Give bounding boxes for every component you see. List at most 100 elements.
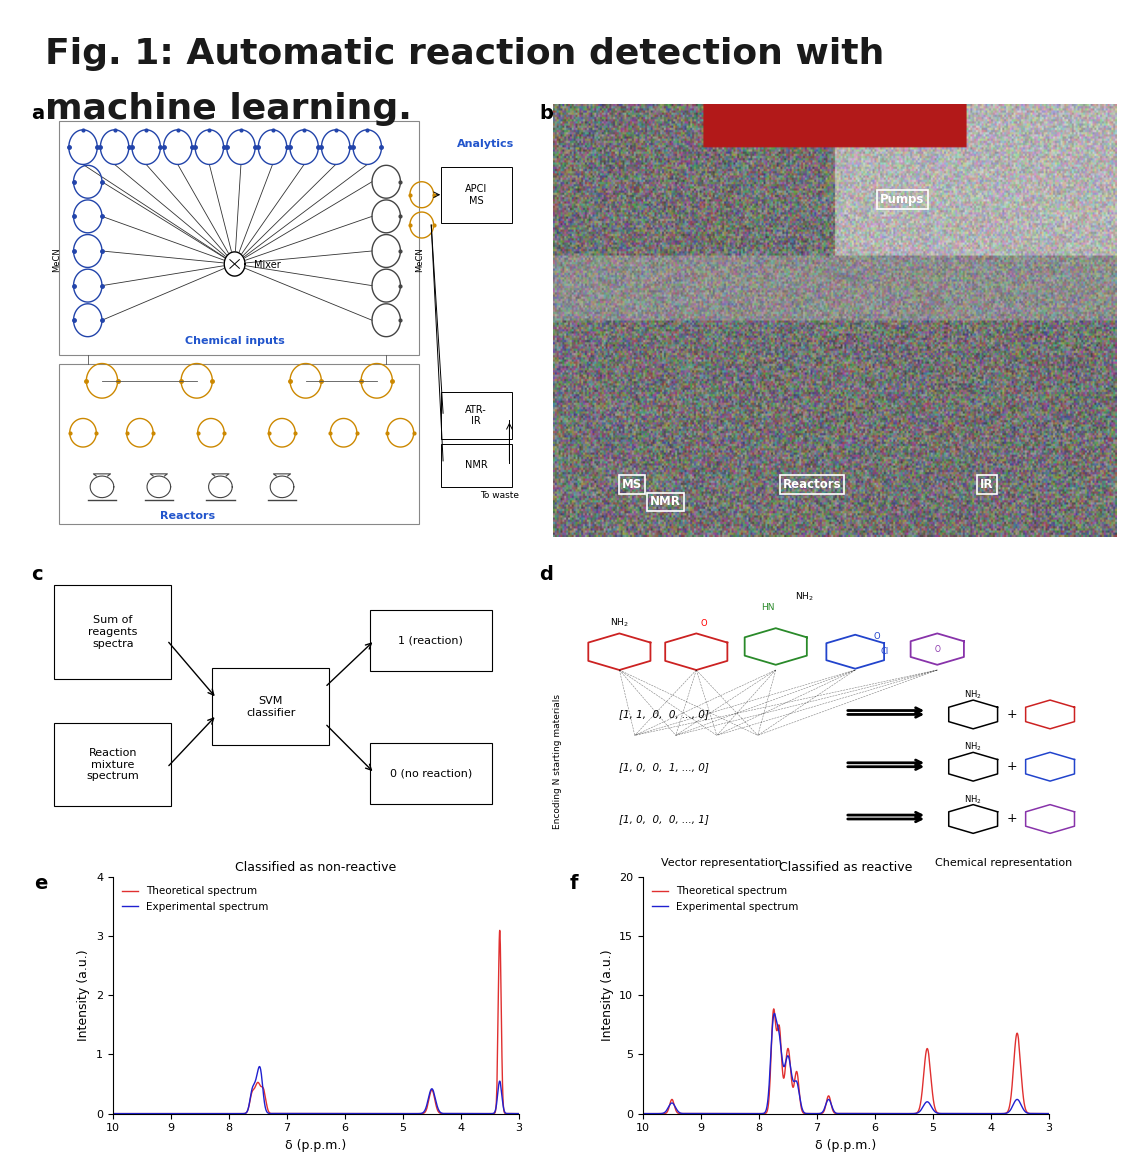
Text: Mixer: Mixer (254, 261, 281, 270)
Line: Theoretical spectrum: Theoretical spectrum (643, 1009, 1049, 1114)
FancyBboxPatch shape (441, 391, 512, 440)
Line: Theoretical spectrum: Theoretical spectrum (113, 930, 519, 1114)
Theoretical spectrum (644, 1107, 658, 1121)
Experimental spectrum (644, 1107, 658, 1121)
Experimental spectrum (1042, 1107, 1056, 1121)
FancyBboxPatch shape (370, 743, 492, 803)
Text: IR: IR (980, 478, 994, 492)
Experimental spectrum (512, 1107, 526, 1121)
Legend: Theoretical spectrum, Experimental spectrum: Theoretical spectrum, Experimental spect… (118, 883, 273, 916)
Text: Cl: Cl (881, 647, 889, 657)
X-axis label: δ (p.p.m.): δ (p.p.m.) (285, 1139, 346, 1152)
Text: +: + (1006, 707, 1017, 721)
FancyBboxPatch shape (441, 443, 512, 487)
Text: Sum of
reagents
spectra: Sum of reagents spectra (88, 615, 138, 649)
Text: Reactors: Reactors (160, 511, 214, 522)
Text: Encoding N starting materials: Encoding N starting materials (554, 694, 563, 829)
Text: e: e (34, 874, 47, 892)
Experimental spectrum (721, 1107, 734, 1121)
Text: O: O (873, 631, 880, 640)
FancyBboxPatch shape (60, 364, 420, 524)
Text: O: O (700, 619, 707, 628)
Text: NMR: NMR (465, 460, 487, 470)
Text: Reactors: Reactors (783, 478, 841, 492)
Text: [1, 1,  0,  0, ..., 0]: [1, 1, 0, 0, ..., 0] (619, 710, 710, 719)
X-axis label: δ (p.p.m.): δ (p.p.m.) (816, 1139, 876, 1152)
Theoretical spectrum (139, 1107, 152, 1121)
Text: a: a (32, 104, 45, 122)
FancyBboxPatch shape (212, 668, 329, 745)
Experimental spectrum (869, 1107, 882, 1121)
FancyBboxPatch shape (60, 121, 420, 355)
Theoretical spectrum (338, 1107, 352, 1121)
Text: Chemical inputs: Chemical inputs (185, 336, 284, 346)
FancyBboxPatch shape (370, 609, 492, 670)
Theoretical spectrum (512, 1107, 526, 1121)
Experimental spectrum (887, 1107, 900, 1121)
Experimental spectrum (114, 1107, 127, 1121)
Text: NH$_2$: NH$_2$ (964, 741, 982, 754)
Theoretical spectrum (356, 1107, 370, 1121)
Text: Reaction
mixture
spectrum: Reaction mixture spectrum (87, 748, 139, 781)
Experimental spectrum (768, 1006, 782, 1020)
Text: f: f (570, 874, 579, 892)
Text: Pumps: Pumps (880, 193, 925, 205)
Experimental spectrum (442, 1107, 456, 1121)
Text: d: d (539, 565, 553, 584)
Experimental spectrum (996, 1107, 1010, 1121)
Experimental spectrum (338, 1107, 352, 1121)
Text: +: + (1006, 812, 1017, 825)
Theoretical spectrum (1042, 1107, 1056, 1121)
Text: NH$_2$: NH$_2$ (610, 616, 628, 629)
Text: To waste: To waste (481, 490, 519, 500)
Theoretical spectrum (716, 1107, 730, 1121)
Text: Chemical representation: Chemical representation (935, 859, 1073, 868)
FancyBboxPatch shape (441, 166, 512, 223)
FancyBboxPatch shape (54, 585, 171, 679)
Theoretical spectrum (972, 1107, 986, 1121)
Text: HN: HN (761, 602, 775, 612)
Text: SVM
classifier: SVM classifier (246, 696, 296, 718)
Theoretical spectrum (767, 1002, 781, 1016)
Legend: Theoretical spectrum, Experimental spectrum: Theoretical spectrum, Experimental spect… (649, 883, 803, 916)
Text: NH$_2$: NH$_2$ (794, 591, 813, 602)
Title: Classified as non-reactive: Classified as non-reactive (236, 862, 396, 875)
Text: [1, 0,  0,  1, ..., 0]: [1, 0, 0, 1, ..., 0] (619, 762, 710, 772)
Y-axis label: Intensity (a.u.): Intensity (a.u.) (600, 950, 614, 1041)
Text: 1 (reaction): 1 (reaction) (398, 635, 464, 645)
Line: Experimental spectrum: Experimental spectrum (113, 1066, 519, 1114)
Theoretical spectrum (114, 1107, 127, 1121)
Text: Analytics: Analytics (457, 140, 514, 149)
Text: MS: MS (622, 478, 642, 492)
Theoretical spectrum (869, 1107, 882, 1121)
Text: [1, 0,  0,  0, ..., 1]: [1, 0, 0, 0, ..., 1] (619, 814, 710, 824)
Text: Vector representation: Vector representation (661, 859, 783, 868)
Experimental spectrum (636, 1107, 650, 1121)
Text: ATR-
IR: ATR- IR (466, 405, 487, 426)
Theoretical spectrum (493, 923, 506, 937)
Experimental spectrum (116, 1107, 130, 1121)
Text: Fig. 1: Automatic reaction detection with: Fig. 1: Automatic reaction detection wit… (45, 37, 884, 70)
Experimental spectrum (158, 1107, 171, 1121)
FancyBboxPatch shape (54, 724, 171, 807)
Text: NH$_2$: NH$_2$ (964, 793, 982, 805)
Polygon shape (224, 252, 245, 276)
Text: b: b (539, 104, 553, 122)
Experimental spectrum (253, 1059, 266, 1073)
Text: +: + (1006, 760, 1017, 773)
Text: NMR: NMR (650, 495, 681, 509)
Theoretical spectrum (466, 1107, 479, 1121)
Text: MeCN: MeCN (53, 247, 61, 272)
Y-axis label: Intensity (a.u.): Intensity (a.u.) (78, 950, 90, 1041)
Theoretical spectrum (158, 1107, 171, 1121)
Theoretical spectrum (636, 1107, 650, 1121)
Text: 0 (no reaction): 0 (no reaction) (390, 769, 472, 778)
Text: APCI
MS: APCI MS (465, 183, 487, 205)
Experimental spectrum (356, 1107, 370, 1121)
Text: O: O (934, 645, 941, 653)
Title: Classified as reactive: Classified as reactive (779, 862, 913, 875)
Text: NH$_2$: NH$_2$ (964, 689, 982, 700)
Experimental spectrum (688, 1107, 702, 1121)
Theoretical spectrum (688, 1107, 702, 1121)
Theoretical spectrum (887, 1107, 900, 1121)
